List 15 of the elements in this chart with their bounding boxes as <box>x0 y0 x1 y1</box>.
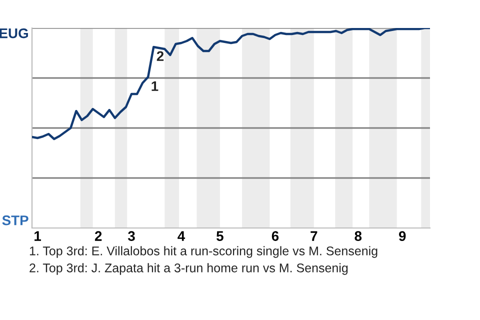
x-tick-label: 9 <box>398 231 406 241</box>
x-tick-label: 1 <box>34 231 42 241</box>
text: EUG <box>0 28 28 38</box>
x-tick-label: 2 <box>94 231 102 241</box>
x-tick-label: 8 <box>354 231 362 241</box>
x-tick-label: 4 <box>178 231 186 241</box>
x-tick-label: 3 <box>128 231 135 241</box>
x-tick-label: 5 <box>216 231 224 241</box>
text: 2. Top 3rd: J. Zapata hit a 3-run home run vs M. Sensenig <box>30 263 348 275</box>
x-tick-label: 7 <box>310 231 318 241</box>
x-tick-label: 6 <box>272 231 279 241</box>
text: STP <box>2 215 28 226</box>
text: 1. Top 3rd: E. Villalobos hit a run-scoring single vs M. Sensenig <box>30 246 378 258</box>
annotation: 1 <box>152 81 158 91</box>
annotation: 2 <box>156 51 164 61</box>
